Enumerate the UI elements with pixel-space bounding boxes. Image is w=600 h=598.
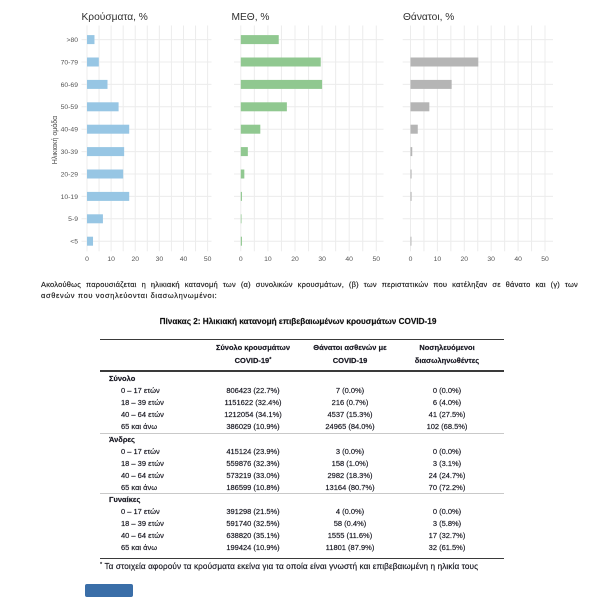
svg-text:30: 30 bbox=[156, 256, 164, 263]
svg-text:30: 30 bbox=[318, 256, 326, 263]
svg-text:10: 10 bbox=[107, 256, 115, 263]
svg-text:20: 20 bbox=[461, 256, 469, 263]
svg-text:20-29: 20-29 bbox=[61, 171, 79, 178]
svg-text:70-79: 70-79 bbox=[61, 59, 79, 66]
svg-text:30-39: 30-39 bbox=[61, 149, 79, 156]
svg-text:40: 40 bbox=[514, 256, 522, 263]
svg-text:40: 40 bbox=[345, 256, 353, 263]
svg-text:10: 10 bbox=[434, 256, 442, 263]
svg-text:Ηλικιακή ομάδα: Ηλικιακή ομάδα bbox=[51, 116, 59, 164]
svg-text:50: 50 bbox=[373, 256, 381, 263]
svg-text:50: 50 bbox=[541, 256, 549, 263]
svg-text:0: 0 bbox=[409, 256, 413, 263]
svg-text:>80: >80 bbox=[66, 37, 78, 44]
svg-text:Θάνατοι, %: Θάνατοι, % bbox=[403, 11, 454, 23]
svg-text:50-59: 50-59 bbox=[61, 104, 79, 111]
svg-text:5-9: 5-9 bbox=[68, 216, 78, 223]
svg-text:20: 20 bbox=[131, 256, 139, 263]
svg-text:0: 0 bbox=[239, 256, 243, 263]
svg-text:Κρούσματα, %: Κρούσματα, % bbox=[82, 11, 148, 23]
svg-text:30: 30 bbox=[487, 256, 495, 263]
svg-text:10: 10 bbox=[264, 256, 272, 263]
svg-text:<5: <5 bbox=[70, 239, 78, 246]
svg-text:50: 50 bbox=[204, 256, 212, 263]
svg-text:0: 0 bbox=[85, 256, 89, 263]
svg-text:10-19: 10-19 bbox=[61, 194, 79, 201]
svg-text:ΜΕΘ, %: ΜΕΘ, % bbox=[232, 12, 270, 23]
svg-text:20: 20 bbox=[291, 256, 299, 263]
svg-text:60-69: 60-69 bbox=[61, 82, 79, 89]
svg-text:40: 40 bbox=[180, 256, 188, 263]
svg-text:40-49: 40-49 bbox=[61, 127, 79, 134]
